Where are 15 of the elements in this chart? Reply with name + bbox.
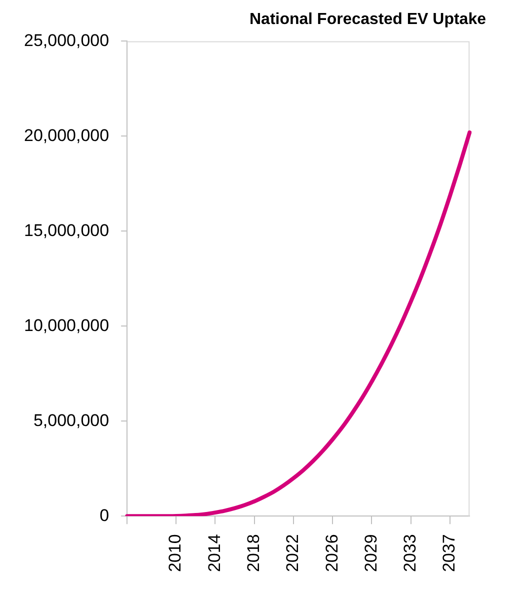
x-tick-label: 2037 (440, 534, 459, 572)
y-tick-label: 0 (100, 506, 110, 525)
y-tick-label: 5,000,000 (33, 410, 110, 430)
chart-title: National Forecasted EV Uptake (249, 11, 486, 28)
x-tick-label: 2026 (322, 534, 342, 572)
x-tick-label: 2010 (166, 534, 185, 572)
y-tick-label: 10,000,000 (24, 316, 110, 335)
x-tick-label: 2033 (400, 534, 420, 572)
y-tick-label: 20,000,000 (24, 126, 110, 145)
x-tick-label: 2029 (361, 534, 380, 572)
y-tick-label: 15,000,000 (24, 220, 110, 240)
x-tick-label: 2022 (283, 534, 302, 572)
x-tick-label: 2014 (204, 534, 224, 572)
y-tick-label: 25,000,000 (24, 30, 110, 50)
x-tick-label: 2018 (244, 534, 263, 572)
